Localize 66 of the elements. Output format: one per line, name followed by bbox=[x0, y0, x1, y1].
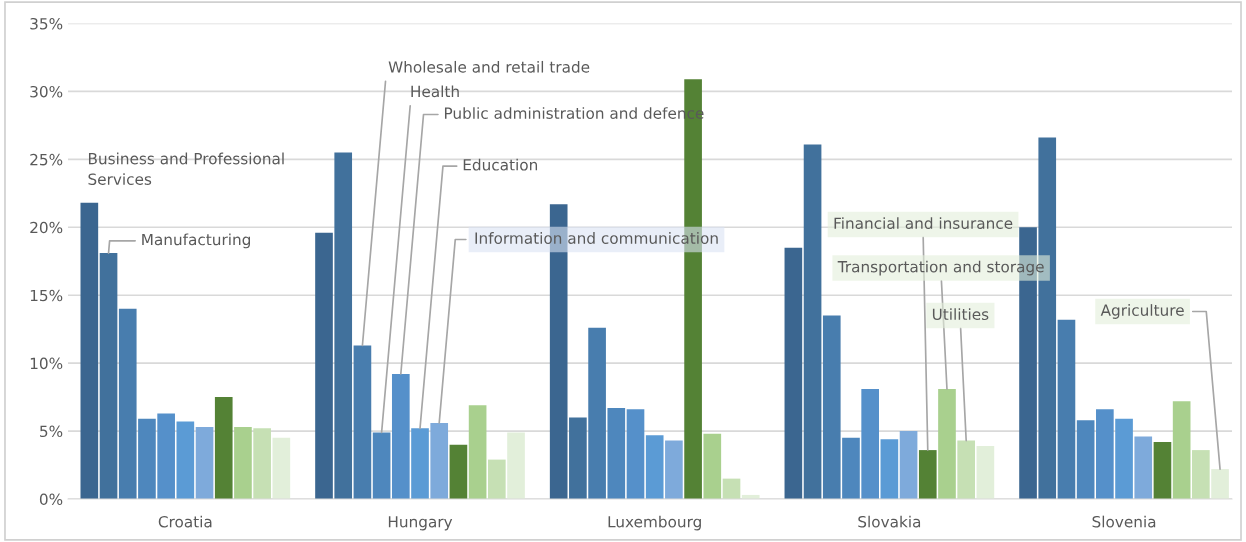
y-tick-label: 20% bbox=[30, 221, 63, 234]
text: Wholesale and retail trade bbox=[388, 60, 590, 73]
bar bbox=[1211, 469, 1229, 499]
bar bbox=[976, 446, 995, 499]
bar bbox=[899, 431, 918, 499]
bar bbox=[1057, 319, 1076, 499]
text: Financial and insurance bbox=[834, 217, 1013, 229]
y-tick-label: 30% bbox=[30, 85, 63, 98]
y-tick-label: 5% bbox=[40, 425, 63, 438]
bar bbox=[803, 144, 822, 499]
bar bbox=[1153, 441, 1172, 499]
bar bbox=[487, 459, 506, 499]
bar bbox=[99, 253, 118, 499]
text: Transportation and storage bbox=[837, 260, 1044, 276]
x-tick-label: Slovenia bbox=[1092, 515, 1156, 528]
text: Education bbox=[463, 158, 538, 171]
bar bbox=[626, 409, 645, 499]
text: Information and communication bbox=[475, 232, 718, 244]
bar bbox=[784, 247, 803, 499]
text: Utilities bbox=[932, 308, 989, 321]
bar bbox=[822, 315, 841, 499]
bar bbox=[1134, 436, 1153, 499]
bar bbox=[703, 433, 722, 499]
bar bbox=[645, 435, 664, 499]
bar bbox=[588, 327, 606, 499]
bar bbox=[214, 397, 233, 499]
bar bbox=[372, 432, 391, 499]
bar bbox=[138, 418, 156, 499]
bar bbox=[449, 444, 468, 499]
x-tick-label: Luxembourg bbox=[608, 515, 701, 531]
y-tick-label: 25% bbox=[30, 153, 63, 166]
bar bbox=[1172, 401, 1191, 499]
y-tick-label: 35% bbox=[30, 17, 63, 30]
bar bbox=[195, 427, 214, 499]
bar bbox=[157, 413, 175, 499]
text: Health bbox=[411, 85, 459, 98]
bar bbox=[665, 440, 683, 499]
bar bbox=[80, 202, 99, 499]
series-label: Manufacturing bbox=[142, 233, 250, 249]
bar bbox=[938, 388, 956, 499]
bar bbox=[468, 405, 487, 499]
bar bbox=[861, 388, 879, 499]
bar bbox=[957, 440, 976, 499]
bar bbox=[1076, 420, 1095, 499]
bar bbox=[918, 450, 937, 499]
y-tick-label: 10% bbox=[30, 357, 63, 370]
bar bbox=[722, 478, 741, 499]
bar bbox=[272, 437, 291, 499]
series-label: Business and Professional Services bbox=[88, 152, 284, 185]
text: Agriculture bbox=[1100, 304, 1184, 319]
x-tick-label: Croatia bbox=[158, 515, 212, 528]
bar bbox=[880, 439, 899, 499]
bar bbox=[507, 432, 525, 499]
bar bbox=[118, 308, 137, 499]
y-tick-label: 15% bbox=[30, 289, 63, 302]
bar bbox=[176, 421, 195, 499]
x-tick-label: Hungary bbox=[388, 516, 453, 531]
bar bbox=[234, 427, 252, 499]
bar bbox=[430, 422, 449, 499]
bar bbox=[1192, 450, 1210, 499]
bar bbox=[842, 437, 860, 499]
bar bbox=[607, 407, 626, 499]
y-tick-label: 0% bbox=[39, 493, 63, 506]
x-tick-label: Slovakia bbox=[858, 515, 921, 528]
bar bbox=[253, 428, 271, 499]
bar bbox=[353, 345, 372, 499]
